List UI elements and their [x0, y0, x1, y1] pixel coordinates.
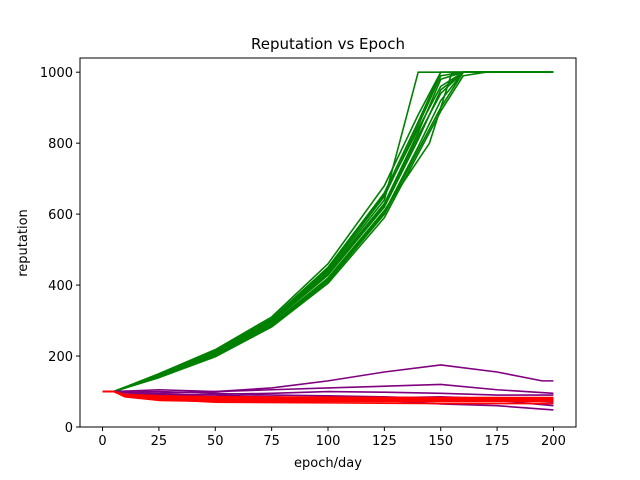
y-tick-label: 1000	[40, 66, 73, 81]
y-tick-label: 0	[65, 421, 73, 436]
y-tick-label: 600	[48, 208, 73, 223]
x-tick-label: 50	[207, 434, 224, 449]
x-tick-label: 100	[316, 434, 341, 449]
y-axis-label: reputation	[16, 209, 31, 277]
x-tick-label: 175	[485, 434, 510, 449]
y-tick-label: 800	[48, 137, 73, 152]
x-tick-label: 0	[98, 434, 106, 449]
x-tick-label: 25	[151, 434, 168, 449]
series-line-purple-12	[102, 364, 554, 393]
series-line-red-23	[102, 390, 554, 401]
y-tick-label: 200	[48, 350, 73, 365]
y-axis: 0 200 400 600 800 1000	[40, 66, 80, 436]
series-line-green-11	[102, 71, 554, 393]
y-tick-label: 400	[48, 279, 73, 294]
x-axis: 0 25 50 75 100 125 150 175 200	[98, 427, 566, 449]
x-tick-label: 75	[263, 434, 280, 449]
chart-title: Reputation vs Epoch	[251, 35, 405, 53]
x-axis-label: epoch/day	[294, 456, 362, 471]
plot-area	[102, 71, 554, 411]
x-tick-label: 200	[541, 434, 566, 449]
series-line-purple-17	[102, 390, 554, 397]
x-tick-label: 150	[428, 434, 453, 449]
x-tick-label: 125	[372, 434, 397, 449]
